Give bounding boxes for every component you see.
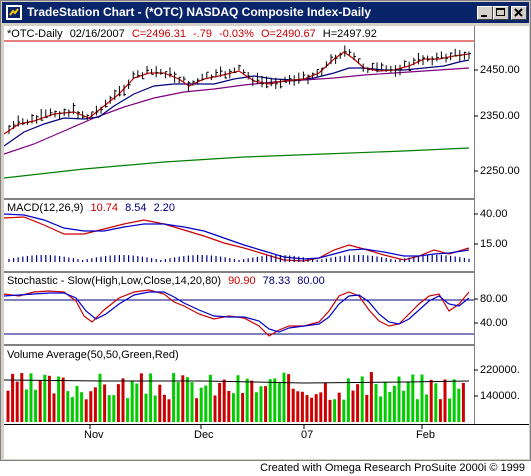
x-tick-nov: Nov xyxy=(84,429,104,441)
ma-long-line xyxy=(4,147,470,179)
minimize-button[interactable] xyxy=(477,6,493,20)
price-header: *OTC-Daily 02/16/2007 C=2496.31 -.79 -0.… xyxy=(7,28,381,41)
stoch-blue-line xyxy=(4,291,470,333)
date-label: 02/16/2007 xyxy=(69,28,125,40)
volume-average-line xyxy=(4,379,470,384)
volume-tick-2: 140000. xyxy=(480,390,520,402)
macd-value-3: 2.20 xyxy=(153,202,175,214)
close-button[interactable] xyxy=(511,6,527,20)
y-axis: 2450.00 2350.00 2250.00 40.00 15.00 80.0… xyxy=(474,26,529,424)
close-icon xyxy=(514,8,523,17)
window-title: TradeStation Chart - (*OTC) NASDAQ Compo… xyxy=(27,5,372,19)
stoch-header: Stochastic - Slow(High,Low,Close,14,20,8… xyxy=(7,275,329,288)
open-value: O=2490.67 xyxy=(260,28,316,40)
stoch-tick-2: 40.00 xyxy=(480,317,508,329)
symbol-label: *OTC-Daily xyxy=(7,28,63,40)
change-value: -.79 xyxy=(193,28,212,40)
volume-header: Volume Average(50,50,Green,Red) xyxy=(7,349,183,362)
x-axis: Nov Dec 07 Feb xyxy=(4,424,529,459)
chart-graphics xyxy=(4,40,474,422)
maximize-button[interactable] xyxy=(493,6,509,20)
ma-short-red-line xyxy=(4,51,470,135)
maximize-icon xyxy=(496,8,505,16)
title-bar[interactable]: TradeStation Chart - (*OTC) NASDAQ Compo… xyxy=(2,2,529,23)
chart-window: TradeStation Chart - (*OTC) NASDAQ Compo… xyxy=(0,0,531,461)
x-tick-feb: Feb xyxy=(416,429,435,441)
change-pct-value: -0.03% xyxy=(219,28,254,40)
minimize-icon xyxy=(481,15,487,17)
macd-value-1: 10.74 xyxy=(90,202,119,214)
stoch-value-3: 80.00 xyxy=(297,275,325,287)
chart-plot-area[interactable]: *OTC-Daily 02/16/2007 C=2496.31 -.79 -0.… xyxy=(4,26,474,424)
macd-tick-2: 15.00 xyxy=(480,238,508,250)
stoch-red-line xyxy=(4,289,470,337)
x-tick-07: 07 xyxy=(301,429,314,441)
x-axis-ticks xyxy=(89,425,423,429)
close-value: C=2496.31 xyxy=(131,28,186,40)
ma-short-blue-line xyxy=(4,59,470,147)
stoch-tick-1: 80.00 xyxy=(480,293,508,305)
stoch-value-2: 78.33 xyxy=(262,275,291,287)
stoch-label: Stochastic - Slow(High,Low,Close,14,20,8… xyxy=(7,275,221,287)
stoch-value-1: 90.90 xyxy=(228,275,256,287)
macd-header: MACD(12,26,9) 10.74 8.54 2.20 xyxy=(7,202,179,215)
high-value: H=2497.92 xyxy=(322,28,377,40)
macd-tick-1: 40.00 xyxy=(480,208,508,220)
macd-blue-line xyxy=(4,213,470,260)
footer-credit: Created with Omega Research ProSuite 200… xyxy=(260,462,525,474)
tradestation-logo-icon xyxy=(6,5,22,20)
macd-value-2: 8.54 xyxy=(125,202,147,214)
volume-tick-1: 220000. xyxy=(480,364,520,376)
footer: Created with Omega Research ProSuite 200… xyxy=(0,460,531,476)
y-axis-ticks xyxy=(474,26,478,424)
price-tick-3: 2250.00 xyxy=(480,165,520,177)
macd-red-line xyxy=(4,216,470,262)
volume-label: Volume Average(50,50,Green,Red) xyxy=(7,349,179,361)
x-tick-dec: Dec xyxy=(194,429,214,441)
price-tick-2: 2350.00 xyxy=(480,110,520,122)
macd-label: MACD(12,26,9) xyxy=(7,202,84,214)
price-tick-1: 2450.00 xyxy=(480,64,520,76)
ma-mid-line xyxy=(4,67,470,155)
